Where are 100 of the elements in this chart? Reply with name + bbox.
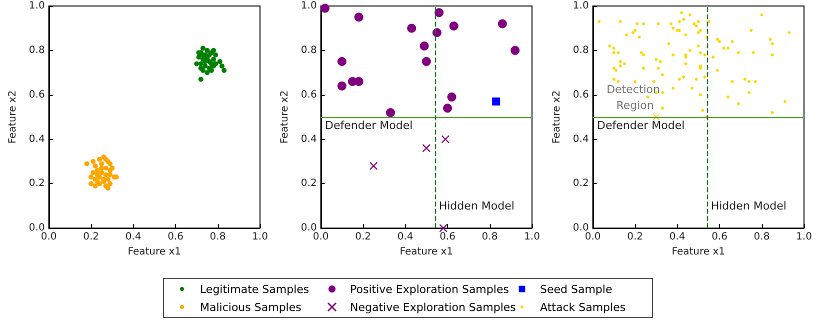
point [370, 162, 378, 170]
x-axis-title: Feature x1 [128, 246, 182, 258]
point [108, 161, 113, 166]
y-axis-title: Feature x2 [8, 90, 18, 144]
x-tick-label: 0.8 [482, 232, 498, 243]
y-tick-label: 0.6 [28, 89, 45, 100]
point [202, 63, 208, 68]
point [449, 21, 458, 30]
y-tick-label: 0.4 [300, 134, 317, 145]
x-tick-label: 0.2 [355, 232, 371, 243]
point [443, 104, 452, 113]
x-tick-label: 1.0 [524, 232, 540, 243]
point [492, 98, 500, 106]
point [447, 92, 456, 102]
point [498, 19, 507, 28]
point [99, 161, 104, 166]
point [320, 4, 330, 13]
point [219, 63, 224, 68]
point [354, 12, 364, 22]
x-tick-label: 0.4 [125, 232, 142, 243]
x-axis-title: Feature x1 [400, 246, 454, 258]
point [198, 76, 204, 82]
x-tick-label: 0.0 [40, 232, 57, 243]
x-tick-label: 0.0 [584, 232, 601, 243]
y-tick-label: 0.4 [28, 134, 45, 145]
legend-label: Seed Sample [540, 282, 612, 296]
point [96, 174, 102, 180]
y-tick-label: 1.0 [28, 0, 45, 12]
x-tick-label: 0.2 [627, 232, 643, 243]
y-tick-label: 1.0 [572, 0, 589, 12]
point [337, 57, 346, 66]
point [194, 61, 200, 66]
legend-label: Positive Exploration Samples [350, 282, 509, 296]
point [198, 61, 204, 66]
y-tick-label: 0.6 [572, 89, 589, 100]
legend-label: Malicious Samples [200, 300, 302, 314]
x-tick-label: 0.4 [669, 232, 686, 243]
x-tick-label: 0.6 [712, 232, 728, 243]
point [211, 56, 216, 62]
point [88, 174, 94, 180]
point [222, 68, 227, 73]
point [200, 46, 206, 51]
y-tick-label: 0.8 [300, 44, 317, 56]
point [420, 41, 429, 50]
x-tick-label: 0.2 [83, 232, 99, 243]
y-tick-label: 0.2 [572, 178, 589, 190]
point [90, 158, 96, 164]
point [204, 48, 210, 53]
point [407, 24, 416, 33]
x-tick-label: 0.8 [754, 232, 770, 243]
x-tick-label: 1.0 [252, 232, 268, 243]
annotation: Detection Region [606, 83, 664, 112]
y-tick-label: 0.6 [300, 89, 317, 100]
x-axis-title: Feature x1 [672, 246, 726, 258]
point [99, 170, 104, 176]
y-tick-label: 0.2 [28, 178, 45, 190]
y-axis-title: Feature x2 [552, 90, 562, 144]
point [196, 54, 202, 60]
legend-label: Legitimate Samples [200, 282, 310, 296]
point [103, 172, 108, 178]
legend-label: Negative Exploration Samples [350, 300, 516, 314]
x-tick-label: 0.0 [312, 232, 329, 243]
point [386, 108, 395, 118]
point [434, 8, 444, 18]
point [422, 57, 431, 66]
y-axis-title: Feature x2 [280, 90, 290, 144]
point [432, 28, 442, 38]
x-tick-label: 0.6 [168, 232, 184, 243]
point [103, 166, 108, 171]
point [92, 163, 98, 168]
legend-label: Attack Samples [540, 300, 626, 314]
point [441, 135, 450, 144]
point [422, 144, 430, 152]
point [94, 168, 100, 173]
ref-line-label: Defender Model [597, 119, 685, 132]
point [211, 48, 216, 53]
point [510, 46, 520, 55]
y-tick-label: 0.8 [28, 44, 45, 56]
point [217, 59, 222, 64]
point [88, 181, 94, 186]
point [439, 224, 448, 232]
point [204, 70, 210, 76]
y-tick-label: 0.8 [572, 44, 589, 56]
x-tick-label: 0.6 [440, 232, 456, 243]
x-tick-label: 0.8 [210, 232, 226, 243]
y-tick-label: 0.2 [300, 178, 317, 190]
point [108, 172, 113, 178]
point [105, 176, 110, 182]
point [96, 156, 102, 162]
y-tick-label: 0.4 [572, 134, 589, 145]
point [90, 170, 96, 176]
ref-line-label: Hidden Model [710, 199, 786, 212]
point [108, 181, 113, 186]
point [213, 52, 218, 58]
x-tick-label: 1.0 [796, 232, 812, 243]
point [92, 183, 98, 188]
point [84, 161, 90, 166]
point [337, 81, 346, 90]
ref-line-label: Defender Model [325, 119, 413, 132]
x-tick-label: 0.4 [397, 232, 414, 243]
